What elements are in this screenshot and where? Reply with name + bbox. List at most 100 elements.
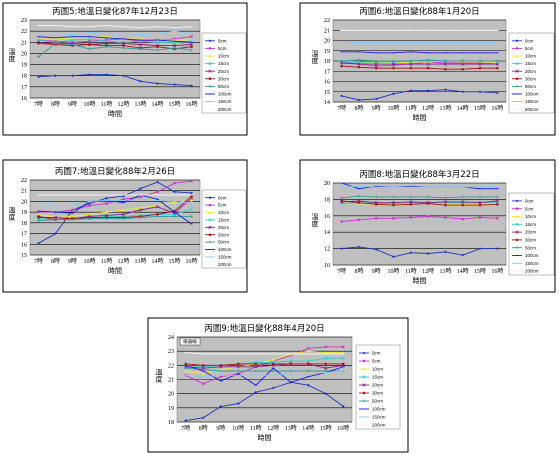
data-point	[104, 41, 109, 46]
y-tick-label: 14	[324, 230, 330, 236]
data-point	[190, 35, 193, 38]
data-point	[54, 37, 57, 39]
legend-label: 5cm	[372, 359, 381, 364]
data-point	[156, 26, 159, 28]
data-point	[478, 52, 482, 54]
data-point	[306, 373, 310, 375]
x-tick-label: 16時	[185, 100, 197, 108]
legend-marker	[362, 367, 366, 371]
data-point	[426, 60, 430, 64]
data-point	[122, 217, 125, 220]
data-point	[139, 34, 142, 35]
data-point	[156, 82, 159, 85]
y-tick-label: 10	[324, 263, 330, 269]
data-point	[357, 194, 361, 198]
legend-marker	[362, 383, 366, 387]
legend-marker	[515, 61, 519, 66]
y-tick-label: 18	[324, 59, 330, 65]
legend-label: 30cm	[218, 76, 229, 81]
data-point	[478, 62, 482, 66]
data-point	[87, 37, 92, 41]
y-axis-label: 溫度	[155, 368, 163, 384]
legend-label: 150cm	[525, 99, 539, 104]
data-point	[173, 182, 176, 185]
data-point	[156, 48, 159, 52]
x-tick-label: 13時	[439, 104, 451, 112]
x-tick-label: 11時	[101, 100, 113, 108]
data-point	[444, 67, 447, 71]
legend-label: 30cm	[372, 391, 383, 396]
data-point	[173, 46, 176, 50]
x-tick-label: 12時	[422, 267, 434, 275]
y-tick-label: 15	[324, 90, 330, 96]
data-point	[54, 211, 57, 213]
data-point	[71, 43, 74, 46]
y-tick-label: 15	[21, 253, 27, 259]
data-point	[155, 205, 160, 209]
data-point	[443, 200, 448, 204]
data-point	[88, 204, 91, 207]
data-point	[105, 202, 108, 205]
data-point	[190, 194, 193, 196]
series-line-30cm	[38, 195, 192, 221]
data-point	[105, 25, 108, 26]
data-point	[392, 203, 395, 207]
series-line-0cm	[185, 381, 344, 422]
legend-marker	[208, 61, 212, 66]
data-point	[54, 42, 57, 45]
data-point	[254, 365, 258, 369]
y-axis-label: 溫度	[311, 49, 319, 65]
data-point	[306, 376, 310, 378]
data-point	[340, 64, 343, 68]
data-point	[495, 247, 499, 250]
annotation-box	[179, 337, 201, 346]
data-point	[409, 186, 413, 188]
data-point	[105, 73, 108, 76]
legend-label: 10cm	[218, 54, 229, 59]
annotation-label: 暖器線	[183, 338, 197, 345]
legend-label: 5cm	[525, 46, 534, 51]
series-line-15cm	[185, 357, 344, 368]
data-point	[374, 203, 378, 206]
data-point	[139, 79, 142, 83]
data-point	[190, 223, 193, 225]
series-line-30cm	[185, 363, 344, 366]
data-point	[173, 194, 176, 196]
data-point	[156, 39, 159, 41]
data-point	[105, 194, 108, 196]
series-line-5cm	[341, 61, 498, 67]
y-tick-label: 19	[21, 210, 27, 216]
series-line-50cm	[341, 59, 498, 62]
y-tick-label: 23	[21, 18, 27, 24]
data-point	[340, 59, 344, 63]
data-point	[495, 91, 499, 95]
data-point	[496, 66, 499, 70]
x-tick-label: 10時	[83, 100, 95, 108]
data-point	[138, 208, 143, 212]
legend-label: 0cm	[525, 38, 534, 43]
series-line-20cm	[341, 200, 498, 204]
legend-marker	[515, 255, 519, 256]
data-point	[340, 196, 344, 200]
data-point	[426, 42, 430, 43]
legend-marker	[362, 351, 366, 355]
x-tick-label: 7時	[34, 257, 43, 265]
data-point	[236, 373, 240, 375]
legend-label: 150cm	[525, 261, 539, 266]
data-point	[426, 52, 430, 54]
chart-title: 丙圖7:地溫日變化88年2月26日	[55, 166, 175, 177]
data-point	[37, 25, 40, 26]
x-tick-label: 8時	[51, 257, 60, 265]
data-point	[88, 212, 91, 216]
data-point	[409, 251, 413, 255]
data-point	[324, 353, 328, 355]
x-tick-label: 11時	[405, 104, 417, 112]
x-tick-label: 14時	[457, 267, 469, 275]
data-point	[173, 27, 176, 29]
data-point	[495, 59, 499, 63]
data-point	[495, 62, 499, 66]
x-tick-label: 9時	[216, 424, 225, 432]
legend-label: 100cm	[525, 92, 539, 97]
data-point	[324, 392, 328, 396]
data-point	[156, 45, 159, 49]
